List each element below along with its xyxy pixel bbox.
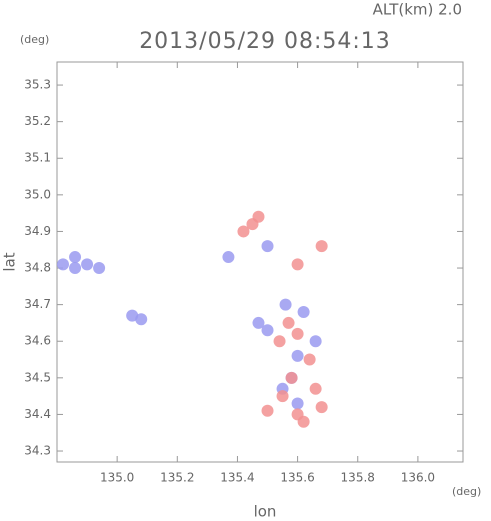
velocity-echo: [126, 309, 139, 322]
velocity-echo: [303, 353, 316, 366]
y-tick-label: 34.6: [24, 334, 51, 348]
velocity-echo: [261, 404, 274, 417]
x-tick-label: 135.2: [160, 471, 194, 485]
x-tick-label: 135.4: [220, 471, 254, 485]
velocity-echo: [282, 316, 295, 329]
velocity-echo: [57, 258, 70, 271]
y-tick-label: 35.2: [24, 114, 51, 128]
x-unit: (deg): [452, 485, 481, 498]
x-tick-label: 136.0: [401, 471, 435, 485]
y-tick-label: 34.7: [24, 297, 51, 311]
velocity-echo: [135, 313, 148, 326]
velocity-echo: [261, 240, 274, 253]
x-tick-label: 135.8: [341, 471, 375, 485]
x-tick-label: 135.6: [280, 471, 314, 485]
velocity-echo: [315, 401, 328, 414]
altitude-label: ALT(km) 2.0: [373, 1, 462, 19]
velocity-echo: [297, 305, 310, 318]
y-tick-label: 35.1: [24, 151, 51, 165]
x-axis-label: lon: [254, 503, 277, 521]
velocity-echo: [291, 327, 304, 340]
velocity-echo: [237, 225, 250, 238]
velocity-echo: [315, 240, 328, 253]
y-unit: (deg): [20, 33, 49, 46]
velocity-echo: [279, 298, 292, 311]
velocity-echo: [273, 335, 286, 348]
velocity-echo: [291, 408, 304, 421]
velocity-echo: [291, 258, 304, 271]
velocity-echo: [276, 390, 289, 403]
velocity-echo: [81, 258, 94, 271]
y-tick-label: 34.5: [24, 370, 51, 384]
velocity-echo: [69, 251, 82, 264]
y-tick-label: 35.3: [24, 78, 51, 92]
y-axis-label: lat: [1, 252, 19, 271]
velocity-echo: [222, 251, 235, 264]
y-tick-label: 34.9: [24, 224, 51, 238]
velocity-echo: [291, 397, 304, 410]
y-tick-label: 34.4: [24, 407, 51, 421]
x-tick-label: 135.0: [100, 471, 134, 485]
velocity-echo: [93, 262, 106, 275]
velocity-echo: [309, 382, 322, 395]
y-tick-label: 34.8: [24, 261, 51, 275]
velocity-echo: [309, 335, 322, 348]
y-tick-label: 35.0: [24, 187, 51, 201]
chart-title: 2013/05/29 08:54:13: [139, 29, 391, 54]
velocity-echo: [285, 371, 298, 384]
y-tick-label: 34.3: [24, 444, 51, 458]
velocity-echo: [252, 210, 265, 223]
velocity-echo: [291, 349, 304, 362]
plot-frame: [56, 61, 464, 463]
velocity-echo: [252, 316, 265, 329]
velocity-echo: [69, 262, 82, 275]
velocity-echo: [261, 324, 274, 337]
